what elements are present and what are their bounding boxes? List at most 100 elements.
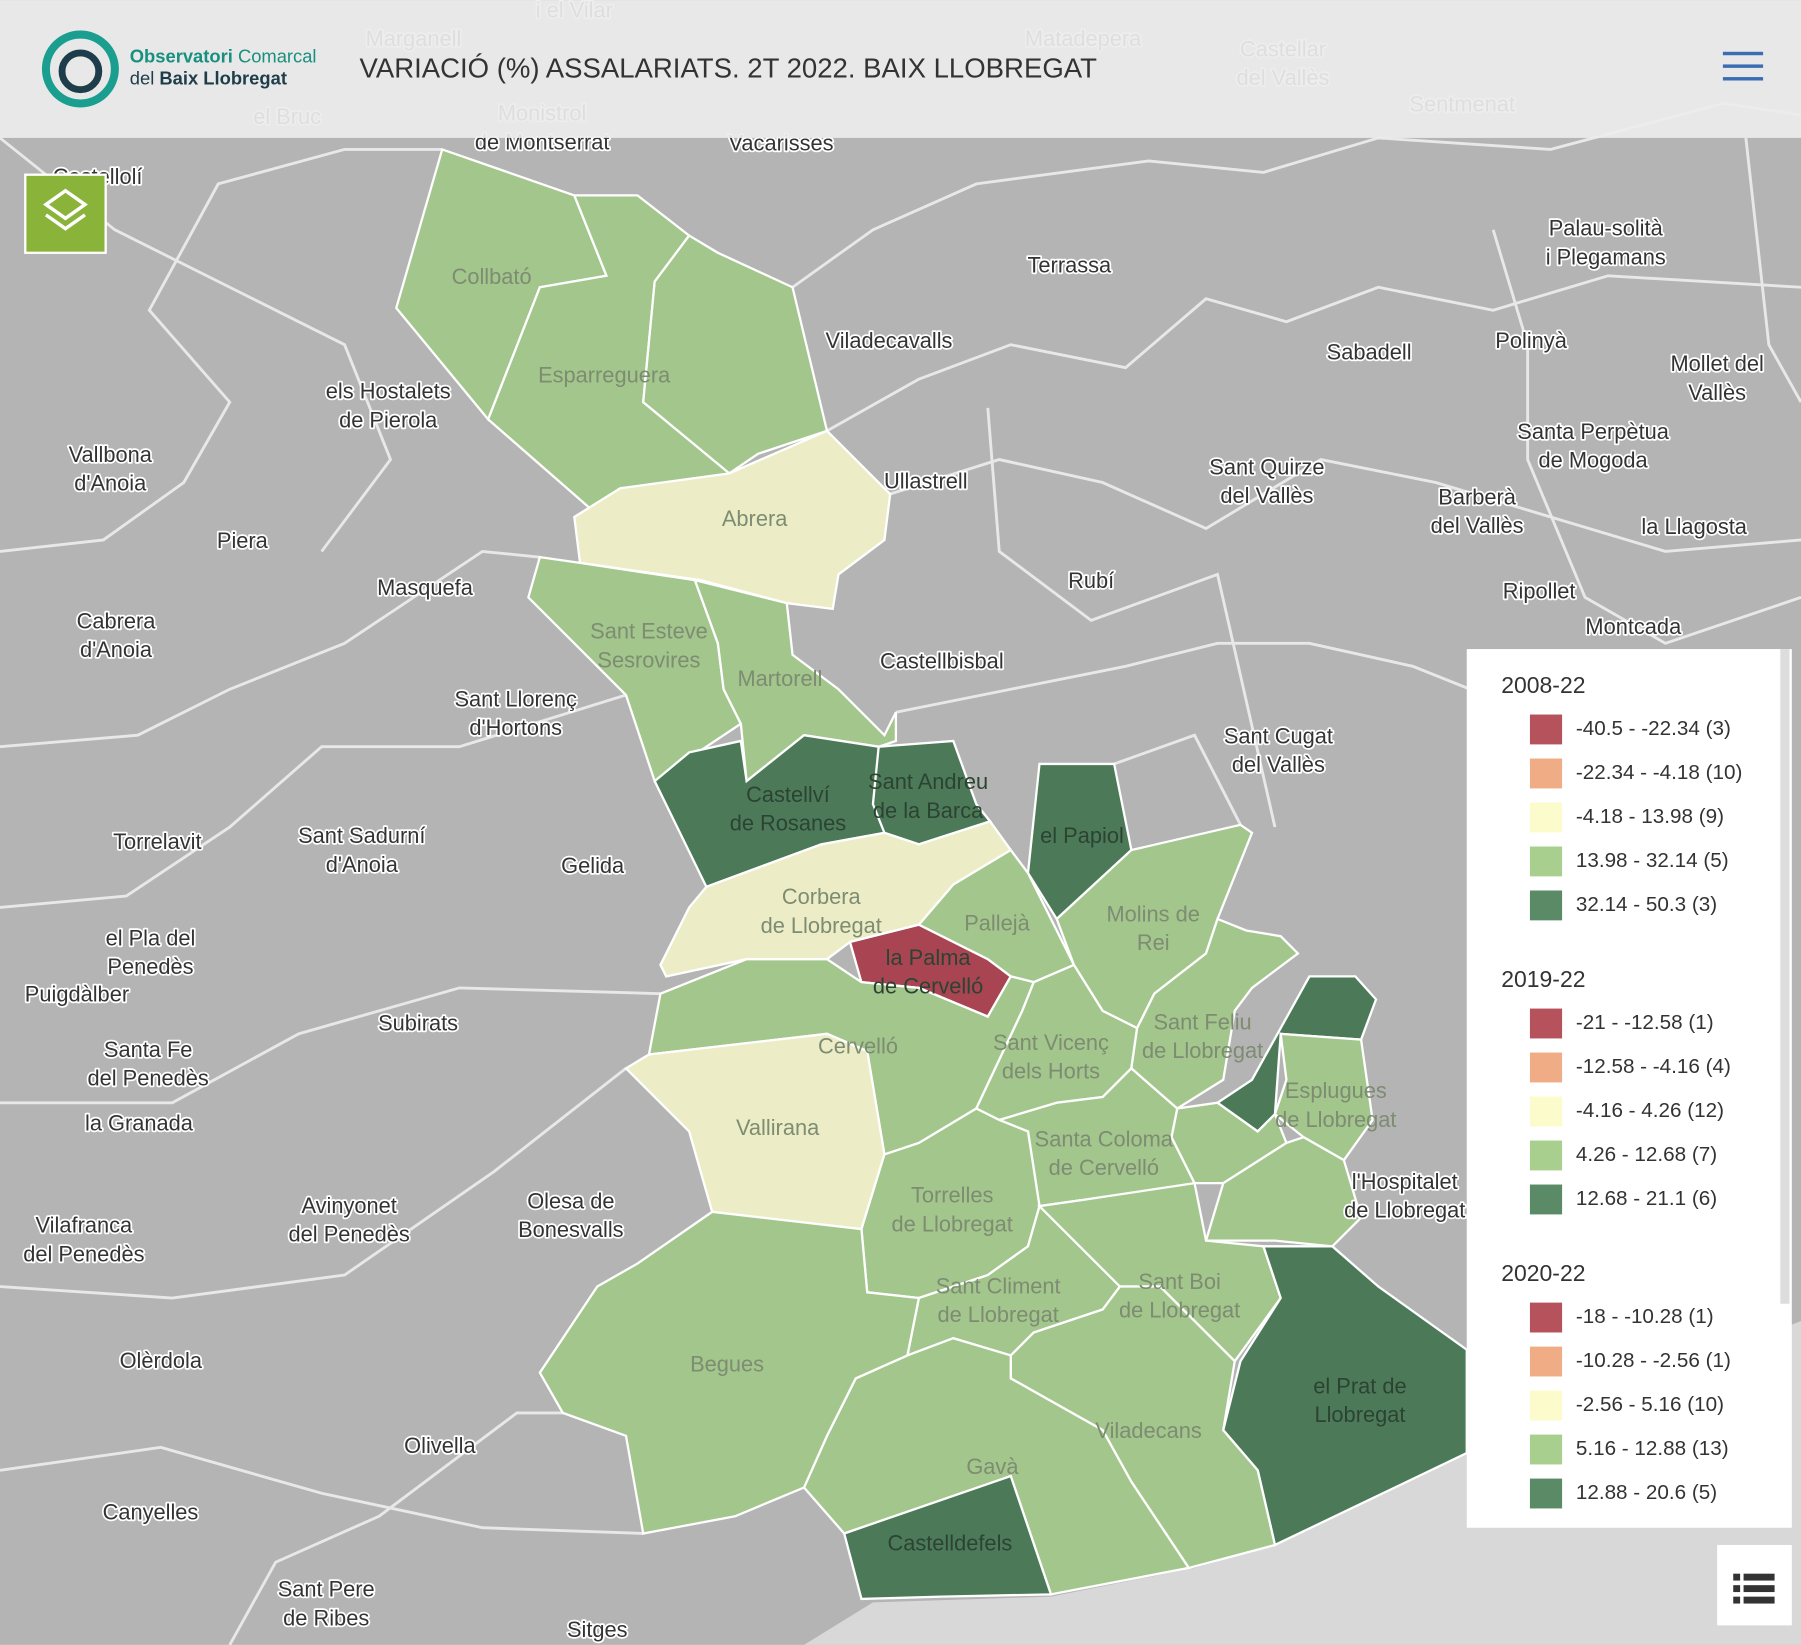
municipality-label: Torrelles bbox=[911, 1183, 994, 1208]
municipality bbox=[538, 1210, 921, 1535]
legend-label: 4.26 - 12.68 (7) bbox=[1576, 1143, 1717, 1166]
municipality bbox=[1204, 1135, 1363, 1248]
place-label: Bonesvalls bbox=[518, 1217, 624, 1242]
municipality-label: Pallejà bbox=[964, 910, 1030, 935]
legend-box bbox=[1466, 649, 1792, 1528]
place-label: Palau-solità bbox=[1549, 216, 1664, 241]
legend: 2008-22 -40.5 - -22.34 (3) -22.34 - -4.18 … bbox=[1501, 672, 1742, 1509]
municipality-label: Abrera bbox=[722, 506, 788, 531]
municipality-label: de Llobregat bbox=[761, 913, 882, 938]
legend-label: -12.58 - -4.16 (4) bbox=[1576, 1055, 1731, 1078]
logo-text: del Baix Llobregat bbox=[130, 67, 287, 88]
place-label: Barberà bbox=[1438, 484, 1516, 509]
place-label: Rubí bbox=[1068, 568, 1114, 593]
legend-label: -10.28 - -2.56 (1) bbox=[1576, 1349, 1731, 1372]
municipality-label: de Cervelló bbox=[1049, 1155, 1159, 1180]
place-label: Montcada bbox=[1585, 614, 1682, 639]
legend-scrollbar[interactable] bbox=[1780, 649, 1790, 1304]
municipality-label: Llobregat bbox=[1314, 1402, 1405, 1427]
municipality-label: Rei bbox=[1137, 930, 1170, 955]
place-label: Olivella bbox=[404, 1433, 476, 1458]
legend-title: 2019-22 bbox=[1501, 966, 1585, 992]
municipalities: Collbató Esparreguera Abrera Sant Esteve Ses… bbox=[394, 147, 1468, 1601]
place-label: Mollet del bbox=[1670, 351, 1763, 376]
place-label: Terrassa bbox=[1028, 252, 1113, 277]
legend-label: 13.98 - 32.14 (5) bbox=[1576, 849, 1729, 872]
place-label: l'Hospitalet bbox=[1352, 1169, 1458, 1194]
municipality-label: Santa Coloma bbox=[1035, 1126, 1174, 1151]
place-label: Canyelles bbox=[103, 1500, 199, 1525]
page-title: VARIACIÓ (%) ASSALARIATS. 2T 2022. BAIX … bbox=[360, 52, 1098, 83]
sea bbox=[804, 1320, 1801, 1645]
legend-swatch bbox=[1529, 1184, 1563, 1215]
municipality-label: Castellví bbox=[746, 782, 830, 807]
municipality-label: Sant Andreu bbox=[868, 769, 988, 794]
place-label: Sitges bbox=[567, 1617, 628, 1642]
legend-title: 2008-22 bbox=[1501, 672, 1585, 698]
municipality-label: de Llobregat bbox=[937, 1302, 1058, 1327]
logo: Observatori Comarcal del Baix Llobregat bbox=[41, 30, 317, 108]
legend-swatch bbox=[1529, 1008, 1563, 1039]
place-label: Sant Cugat bbox=[1224, 723, 1333, 748]
municipality-label: Sant Boi bbox=[1138, 1269, 1220, 1294]
place-label: Vallès bbox=[1688, 380, 1746, 405]
municipality-label: Begues bbox=[690, 1352, 764, 1377]
place-label: els Hostalets bbox=[326, 379, 451, 404]
place-label: Sant Llorenç bbox=[454, 687, 577, 712]
place-label: Cabrera bbox=[77, 608, 157, 633]
municipality-label: Molins de bbox=[1107, 901, 1200, 926]
legend-swatch bbox=[1529, 1096, 1563, 1127]
municipality-labels: Collbató Esparreguera Abrera Sant Esteve Ses… bbox=[452, 264, 1407, 1556]
legend-swatch bbox=[1529, 1478, 1563, 1509]
municipality-label: Viladecans bbox=[1095, 1418, 1201, 1443]
place-label: del Vallès bbox=[1220, 483, 1313, 508]
legend-swatch bbox=[1529, 1390, 1563, 1421]
place-label: del Penedès bbox=[88, 1066, 209, 1091]
place-label: Sant Pere bbox=[278, 1577, 375, 1602]
municipality-label: Esplugues bbox=[1285, 1078, 1387, 1103]
place-label: la Granada bbox=[85, 1110, 194, 1135]
legend-label: 12.88 - 20.6 (5) bbox=[1576, 1481, 1717, 1504]
place-label: Ullastrell bbox=[884, 468, 968, 493]
municipality-label: Martorell bbox=[737, 666, 822, 691]
legend-swatch bbox=[1529, 1302, 1563, 1333]
municipality-label: de Llobregat bbox=[1142, 1038, 1263, 1063]
municipality-label: Gavà bbox=[966, 1454, 1019, 1479]
place-label: Piera bbox=[217, 528, 269, 553]
legend-label: -4.16 - 4.26 (12) bbox=[1576, 1099, 1724, 1122]
municipality-label: Vallirana bbox=[736, 1115, 820, 1140]
place-label: Olesa de bbox=[527, 1188, 614, 1213]
place-label: d'Anoia bbox=[326, 852, 399, 877]
place-label: Penedès bbox=[107, 954, 193, 979]
legend-swatch bbox=[1529, 890, 1563, 921]
municipality-label: Sant Vicenç bbox=[993, 1030, 1109, 1055]
menu-button[interactable] bbox=[1717, 46, 1769, 86]
legend-swatch bbox=[1529, 1140, 1563, 1171]
layers-button[interactable] bbox=[24, 173, 107, 254]
legend-label: -40.5 - -22.34 (3) bbox=[1576, 717, 1731, 740]
municipality-label: dels Horts bbox=[1002, 1059, 1100, 1084]
municipality-label: de Llobregat bbox=[892, 1211, 1013, 1236]
place-label: Torrelavit bbox=[113, 829, 202, 854]
place-label: d'Anoia bbox=[74, 471, 147, 496]
legend-swatch bbox=[1529, 1052, 1563, 1083]
place-label: Santa Perpètua bbox=[1517, 419, 1669, 444]
place-label: Masquefa bbox=[377, 575, 474, 600]
legend-label: -22.34 - -4.18 (10) bbox=[1576, 761, 1742, 784]
legend-label: 5.16 - 12.88 (13) bbox=[1576, 1437, 1729, 1460]
legend-label: 12.68 - 21.1 (6) bbox=[1576, 1187, 1717, 1210]
municipality-label: de Llobregat bbox=[1275, 1107, 1396, 1132]
place-label: Viladecavalls bbox=[826, 328, 953, 353]
place-label: Puigdàlber bbox=[25, 982, 129, 1007]
municipality-label: de Rosanes bbox=[730, 811, 847, 836]
legend-swatch bbox=[1529, 1346, 1563, 1377]
municipality bbox=[1130, 917, 1300, 1110]
municipality-label: Castelldefels bbox=[887, 1531, 1012, 1556]
municipality-label: Corbera bbox=[782, 884, 862, 909]
place-label: i Plegamans bbox=[1546, 244, 1666, 269]
legend-label: -21 - -12.58 (1) bbox=[1576, 1011, 1714, 1034]
list-button[interactable] bbox=[1717, 1544, 1792, 1626]
place-label: de Ribes bbox=[283, 1605, 369, 1630]
legend-title: 2020-22 bbox=[1501, 1260, 1585, 1286]
legend-label: -18 - -10.28 (1) bbox=[1576, 1305, 1714, 1328]
